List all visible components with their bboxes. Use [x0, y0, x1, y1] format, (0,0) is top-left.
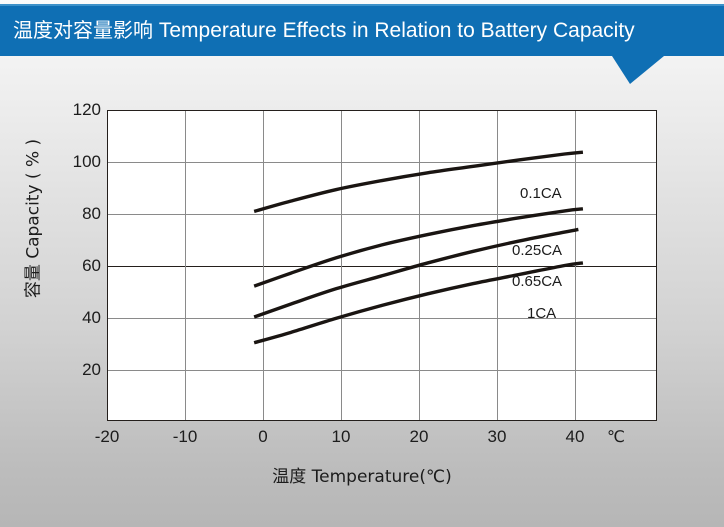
series-label-0-1ca: 0.1CA — [520, 185, 562, 202]
y-axis-tick-labels: 120 100 80 60 40 20 — [55, 101, 101, 421]
curve-0-25ca — [253, 207, 584, 288]
gridline-y-60 — [108, 266, 656, 267]
series-label-0-25ca: 0.25CA — [512, 242, 563, 259]
y-tick-60: 60 — [82, 256, 101, 275]
x-tick-30: 30 — [487, 427, 507, 446]
y-tick-40: 40 — [82, 308, 101, 327]
x-tick--20: -20 — [94, 427, 120, 446]
y-tick-120: 120 — [72, 100, 101, 119]
header-banner: 温度对容量影响 Temperature Effects in Relation … — [0, 4, 724, 56]
x-axis-tick-labels: -20 -10 0 10 20 30 40 ℃ — [95, 427, 717, 452]
y-tick-20: 20 — [82, 360, 101, 379]
series-label-1ca: 1CA — [527, 305, 557, 322]
gridline-y-80 — [108, 214, 656, 215]
plot-area — [107, 110, 657, 421]
page-title-en: Temperature Effects in Relation to Batte… — [158, 18, 635, 42]
chart-container: 120 100 80 60 40 20 容量 Capacity ( % ) 0.… — [0, 56, 724, 527]
gridline-y-20 — [108, 370, 656, 371]
gridline-y-40 — [108, 318, 656, 319]
gridline-x-0 — [263, 111, 264, 420]
x-tick-20: 20 — [409, 427, 429, 446]
y-axis-title: 容量 Capacity ( % ) — [23, 138, 44, 299]
gridline-x-10 — [341, 111, 342, 420]
curve-0-1ca — [253, 150, 584, 214]
curve-1ca — [253, 261, 584, 345]
header-top-edge — [0, 4, 724, 6]
x-tick-10: 10 — [331, 427, 351, 446]
x-axis-title: 温度 Temperature(℃) — [272, 467, 452, 487]
curve-0-65ca — [253, 227, 579, 319]
y-tick-100: 100 — [72, 152, 101, 171]
gridline-x-30 — [497, 111, 498, 420]
x-tick--10: -10 — [172, 427, 198, 446]
y-tick-80: 80 — [82, 204, 101, 223]
gridline-x--10 — [185, 111, 186, 420]
series-label-0-65ca: 0.65CA — [512, 273, 563, 290]
data-curves — [253, 150, 584, 345]
page-title: 温度对容量影响 Temperature Effects in Relation … — [0, 17, 635, 42]
x-tick-40: 40 — [565, 427, 585, 446]
gridline-y-100 — [108, 162, 656, 163]
x-axis-unit: ℃ — [607, 427, 625, 446]
page-title-cjk: 温度对容量影响 — [13, 17, 153, 42]
speech-bubble-tail-icon — [612, 56, 672, 86]
x-tick-0: 0 — [258, 427, 268, 446]
